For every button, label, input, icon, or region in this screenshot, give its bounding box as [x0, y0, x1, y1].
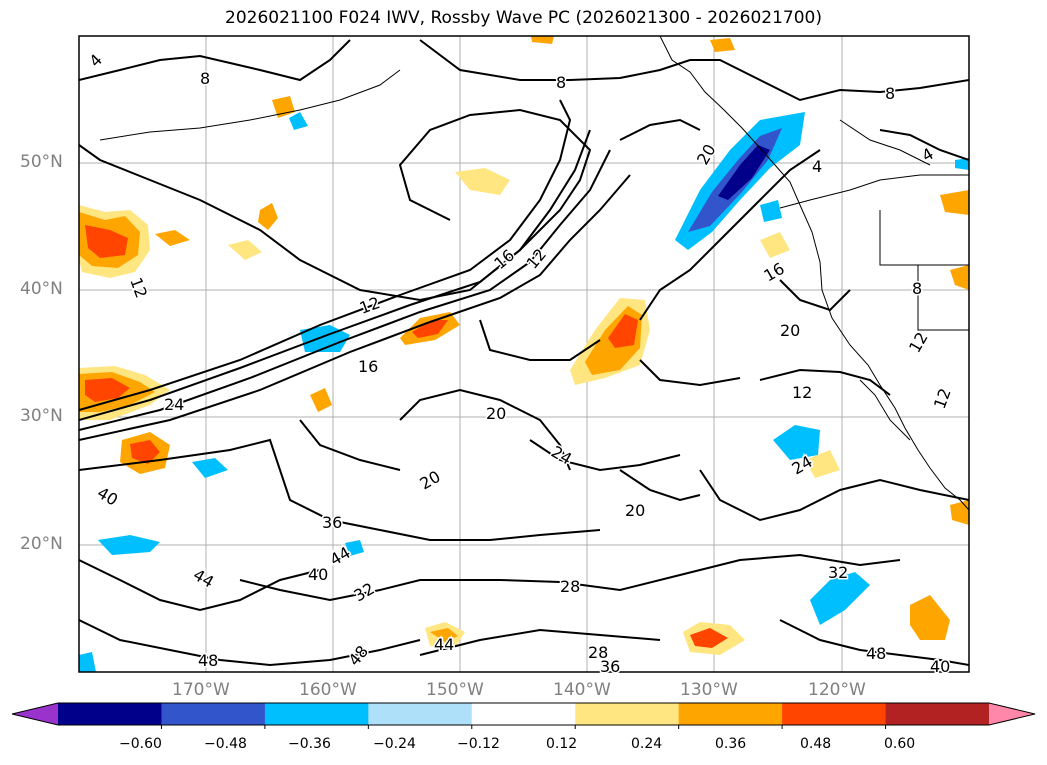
- colorbar-tick-label: 0.36: [715, 736, 747, 752]
- contour-label: 48: [198, 651, 218, 670]
- colorbar-tick-label: −0.24: [373, 736, 416, 752]
- contour-label: 20: [417, 467, 444, 494]
- contour-label: 12: [126, 275, 151, 301]
- map-title: 2026021100 F024 IWV, Rossby Wave PC (202…: [225, 8, 822, 28]
- colorbar: [11, 702, 1036, 729]
- contour-label: 48: [345, 642, 373, 670]
- colorbar-segment: [782, 703, 887, 725]
- contour-label: 48: [866, 644, 886, 663]
- contour-label: 8: [200, 69, 210, 88]
- contour-label: 4: [812, 157, 822, 176]
- lon-label-120w: 120°W: [808, 680, 866, 700]
- colorbar-segment: [471, 703, 576, 725]
- contour-label: 40: [308, 565, 328, 584]
- contour-label: 24: [548, 442, 575, 469]
- contour-label: 8: [556, 73, 566, 92]
- lon-label-140w: 140°W: [553, 680, 611, 700]
- contour-label: 32: [351, 579, 378, 606]
- contour-label: 4: [85, 50, 106, 71]
- contour-label: 44: [434, 635, 454, 654]
- colorbar-segment: [58, 703, 162, 725]
- colorbar-tick-label: 0.24: [631, 736, 663, 752]
- colorbar-segment: [264, 703, 369, 725]
- contour-label: 12: [905, 329, 932, 356]
- negative-anomaly-shading: [79, 112, 969, 672]
- contour-label: 40: [930, 657, 950, 676]
- contour-label: 28: [560, 577, 580, 596]
- lon-label-160w: 160°W: [299, 680, 357, 700]
- lat-label-20n: 20°N: [20, 534, 63, 554]
- coastlines: [99, 36, 969, 511]
- contour-label: 12: [357, 293, 383, 318]
- gridlines: [79, 36, 969, 672]
- contour-label: 20: [780, 321, 800, 340]
- colorbar-tick-label: 0.12: [546, 736, 578, 752]
- map-plot-area: [79, 36, 969, 672]
- colorbar-tick-label: 0.48: [800, 736, 832, 752]
- colorbar-tick-label: 0.60: [884, 736, 916, 752]
- colorbar-extend-left: [12, 703, 58, 725]
- contour-label: 16: [358, 357, 378, 376]
- positive-anomaly-shading: [79, 36, 969, 655]
- colorbar-outline: [11, 702, 1036, 726]
- contour-label: 20: [625, 501, 645, 520]
- contour-label: 8: [885, 84, 895, 103]
- colorbar-extend-right: [989, 703, 1035, 725]
- colorbar-segment: [575, 703, 680, 725]
- contour-label: 36: [322, 513, 342, 532]
- contour-label: 44: [190, 565, 217, 592]
- colorbar-tick-label: −0.36: [288, 736, 331, 752]
- contour-label: 36: [600, 657, 620, 676]
- lon-label-170w: 170°W: [172, 680, 230, 700]
- colorbar-tick-label: −0.60: [119, 736, 162, 752]
- contour-label: 16: [490, 245, 518, 273]
- lat-label-50n: 50°N: [20, 152, 63, 172]
- contour-label: 32: [828, 563, 848, 582]
- contour-label: 16: [761, 259, 788, 286]
- lon-label-150w: 150°W: [426, 680, 484, 700]
- lat-label-40n: 40°N: [20, 279, 63, 299]
- iwv-contours: [79, 39, 969, 667]
- contour-label: 24: [164, 395, 184, 414]
- plot-frame: [78, 35, 970, 673]
- contour-label: 40: [94, 483, 121, 510]
- colorbar-segment: [161, 703, 266, 725]
- colorbar-tick-label: −0.12: [457, 736, 500, 752]
- colorbar-segment: [368, 703, 473, 725]
- lon-label-130w: 130°W: [680, 680, 738, 700]
- contour-label: 12: [792, 383, 812, 402]
- contour-label: 28: [588, 643, 608, 662]
- colorbar-segment: [885, 703, 990, 725]
- colorbar-segment: [678, 703, 783, 725]
- lat-label-30n: 30°N: [20, 406, 63, 426]
- colorbar-tick-label: −0.48: [204, 736, 247, 752]
- contour-label: 20: [693, 141, 720, 168]
- contour-label: 20: [486, 404, 506, 423]
- contour-label: 12: [930, 386, 955, 412]
- contour-label: 8: [912, 279, 922, 298]
